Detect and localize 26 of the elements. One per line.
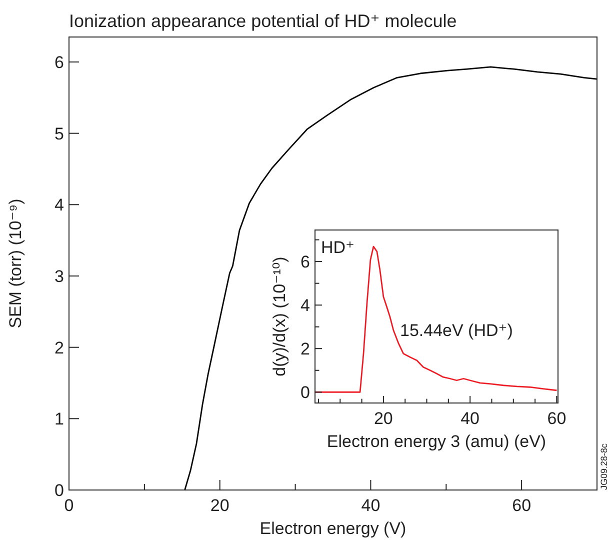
x-tick-label: 20 <box>210 496 230 515</box>
x-tick-label: 60 <box>547 409 566 428</box>
y-tick-label: 0 <box>54 480 64 500</box>
annotation: 15.44eV (HD⁺) <box>400 321 513 340</box>
x-tick-label: 60 <box>512 496 532 515</box>
y-tick-label: 2 <box>300 340 310 359</box>
y-tick-label: 2 <box>54 338 64 358</box>
y-tick-label: 4 <box>300 296 310 316</box>
text: JG09.28-8c <box>599 442 609 490</box>
y-tick-label: 0 <box>300 383 310 402</box>
y-tick-label: 5 <box>54 124 64 144</box>
line-series <box>184 66 598 491</box>
x-axis-title: Electron energy 3 (amu) (eV) <box>326 432 546 451</box>
x-axis-title: Electron energy (V) <box>260 519 406 538</box>
x-tick-label: 40 <box>361 496 380 515</box>
y-tick-label: 3 <box>54 266 64 286</box>
x-tick-label: 20 <box>374 409 393 428</box>
x-tick-label: 40 <box>460 409 480 428</box>
y-axis-title: d(y)/d(x) (10⁻¹⁰) <box>270 256 289 376</box>
y-tick-label: 6 <box>54 52 64 72</box>
y-tick-label: 4 <box>54 196 64 215</box>
chart-title: Ionization appearance potential of HD⁺ molecule <box>69 11 457 31</box>
y-tick-label: 6 <box>300 252 310 272</box>
y-axis-title: SEM (torr) (10⁻⁹) <box>6 198 25 328</box>
y-tick-label: 1 <box>54 410 64 429</box>
annotation: HD⁺ <box>321 238 355 257</box>
